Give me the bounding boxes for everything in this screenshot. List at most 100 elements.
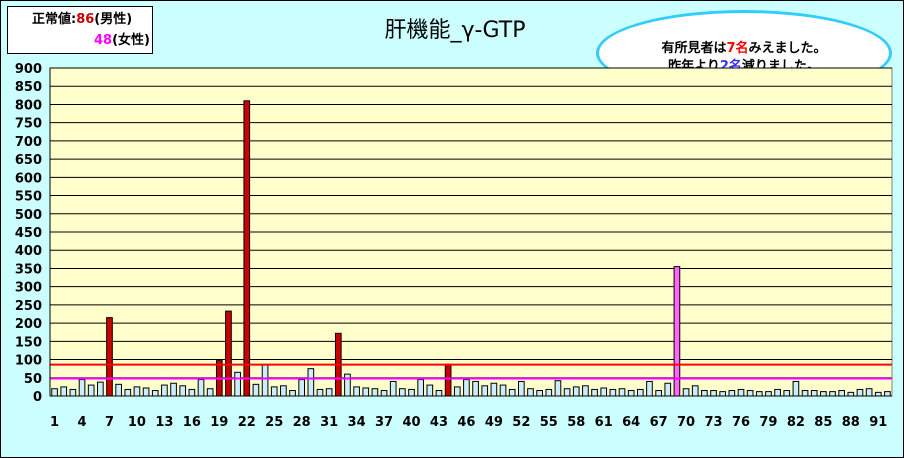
bar-88 (847, 391, 855, 397)
y-tick-label: 550 (15, 190, 42, 205)
x-tick-label: 28 (293, 415, 311, 430)
y-tick-label: 50 (24, 372, 42, 387)
x-tick-label: 49 (485, 415, 503, 430)
bar-25 (270, 386, 278, 397)
bar-48 (481, 385, 489, 397)
bar-63 (618, 388, 626, 397)
bar-84 (810, 390, 818, 397)
x-tick-label: 52 (512, 415, 530, 430)
y-tick-label: 0 (33, 390, 42, 405)
bar-49 (490, 382, 498, 397)
bar-89 (856, 388, 864, 397)
bar-16 (188, 388, 196, 397)
y-tick-label: 600 (15, 171, 42, 186)
y-tick-label: 100 (15, 354, 42, 369)
bar-20 (225, 310, 232, 397)
bar-77 (746, 390, 754, 397)
bar-79 (765, 391, 772, 397)
y-tick-label: 150 (15, 335, 42, 350)
normal-value-legend: 正常値:86(男性) 48(女性) (7, 6, 153, 54)
bar-68 (664, 382, 672, 397)
x-tick-label: 31 (320, 415, 338, 430)
bar-37 (380, 390, 388, 397)
x-tick-label: 16 (183, 415, 201, 430)
bar-47 (472, 380, 479, 397)
bar-44 (444, 363, 452, 397)
bar-15 (179, 385, 187, 397)
bar-1 (51, 388, 58, 397)
x-tick-label: 7 (105, 415, 114, 430)
y-tick-label: 500 (15, 208, 42, 223)
bar-75 (728, 390, 736, 397)
callout-line1-post: みえました。 (748, 41, 827, 56)
chart-title: 肝機能_γ-GTP (384, 18, 526, 43)
bar-40 (408, 388, 415, 397)
bar-4 (78, 379, 86, 397)
bar-31 (325, 388, 333, 397)
x-tick-label: 1 (50, 415, 59, 430)
bar-17 (197, 379, 205, 397)
x-tick-label: 79 (759, 415, 777, 430)
legend-male-row: 正常値:86(男性) (32, 10, 132, 30)
bar-69 (673, 266, 681, 397)
bar-34 (353, 386, 360, 397)
y-tick-label: 750 (15, 117, 42, 132)
bar-2 (60, 386, 68, 397)
bar-85 (820, 391, 827, 397)
y-tick-label: 250 (15, 299, 42, 314)
bar-8 (115, 383, 122, 397)
bar-74 (719, 391, 727, 397)
bar-41 (417, 379, 425, 397)
bar-92 (884, 391, 891, 397)
bar-27 (289, 390, 296, 397)
x-tick-label: 34 (348, 415, 366, 430)
bar-66 (646, 380, 653, 397)
x-tick-label: 70 (677, 415, 695, 430)
bar-22 (243, 100, 251, 397)
bar-71 (691, 385, 699, 397)
y-tick-label: 200 (15, 317, 42, 332)
legend-male-value: 86 (76, 12, 95, 27)
bar-33 (344, 373, 351, 397)
bar-23 (252, 383, 260, 397)
bar-83 (801, 390, 809, 397)
y-tick-label: 900 (15, 62, 42, 77)
bar-24 (261, 364, 269, 397)
bar-12 (151, 390, 159, 397)
bar-61 (600, 387, 608, 397)
bar-46 (463, 379, 470, 397)
x-tick-label: 37 (375, 415, 393, 430)
y-tick-label: 700 (15, 135, 42, 150)
x-tick-label: 61 (595, 415, 613, 430)
x-tick-label: 67 (650, 415, 668, 430)
bar-55 (545, 388, 553, 397)
bar-43 (435, 390, 443, 397)
callout-line1-num: 7名 (726, 41, 749, 56)
bar-45 (453, 386, 461, 397)
bar-26 (280, 385, 287, 397)
bar-80 (774, 388, 781, 397)
bar-50 (499, 384, 507, 397)
x-tick-label: 73 (704, 415, 722, 430)
x-tick-label: 4 (78, 415, 87, 430)
y-tick-label: 650 (15, 153, 42, 168)
bar-28 (298, 379, 306, 397)
bar-57 (563, 388, 571, 397)
x-tick-label: 43 (430, 415, 448, 430)
bar-78 (755, 391, 763, 397)
y-tick-label: 450 (15, 226, 42, 241)
bar-52 (517, 380, 525, 397)
x-tick-label: 76 (732, 415, 750, 430)
x-tick-label: 85 (814, 415, 832, 430)
x-tick-label: 13 (155, 415, 173, 430)
x-tick-label: 22 (238, 415, 256, 430)
bar-10 (133, 386, 141, 397)
callout-line-1: 有所見者は7名みえました。 (599, 37, 889, 56)
y-tick-label: 350 (15, 262, 42, 277)
bar-6 (96, 381, 104, 397)
x-tick-label: 40 (402, 415, 420, 430)
bar-64 (627, 390, 635, 397)
bar-14 (170, 382, 177, 397)
legend-female-row: 48(女性) (94, 31, 150, 51)
x-tick-label: 46 (457, 415, 475, 430)
